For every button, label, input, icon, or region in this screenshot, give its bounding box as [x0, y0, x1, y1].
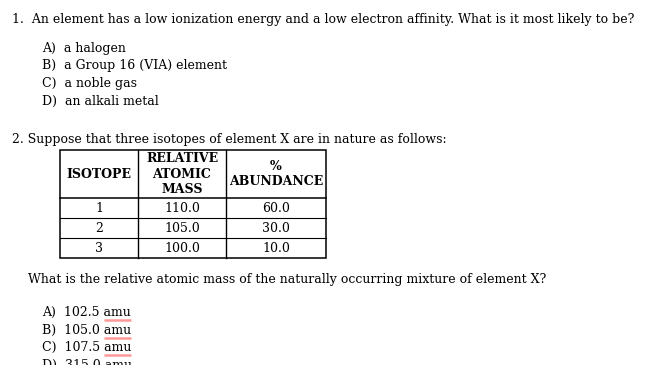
- Text: %
ABUNDANCE: % ABUNDANCE: [229, 160, 323, 188]
- Text: 1.  An element has a low ionization energy and a low electron affinity. What is : 1. An element has a low ionization energ…: [12, 13, 634, 26]
- Text: A)  a halogen: A) a halogen: [42, 42, 126, 55]
- Text: 30.0: 30.0: [262, 222, 290, 234]
- Text: 3: 3: [95, 242, 103, 254]
- Text: D)  an alkali metal: D) an alkali metal: [42, 95, 159, 108]
- Text: What is the relative atomic mass of the naturally occurring mixture of element X: What is the relative atomic mass of the …: [12, 273, 546, 286]
- Text: RELATIVE
ATOMIC
MASS: RELATIVE ATOMIC MASS: [146, 152, 218, 196]
- Text: 60.0: 60.0: [262, 201, 290, 215]
- Text: 1: 1: [95, 201, 103, 215]
- Text: 2. Suppose that three isotopes of element X are in nature as follows:: 2. Suppose that three isotopes of elemen…: [12, 133, 447, 146]
- Text: 110.0: 110.0: [164, 201, 200, 215]
- Text: B)  a Group 16 (VIA) element: B) a Group 16 (VIA) element: [42, 59, 227, 73]
- Text: 100.0: 100.0: [164, 242, 200, 254]
- Text: A)  102.5 amu: A) 102.5 amu: [42, 306, 131, 319]
- Text: B)  105.0 amu: B) 105.0 amu: [42, 323, 131, 337]
- Text: ISOTOPE: ISOTOPE: [66, 168, 132, 181]
- Text: C)  a noble gas: C) a noble gas: [42, 77, 137, 90]
- Bar: [60, 150, 326, 258]
- Text: 105.0: 105.0: [164, 222, 200, 234]
- Text: 2: 2: [95, 222, 103, 234]
- Text: D)  315.0 amu: D) 315.0 amu: [42, 358, 132, 365]
- Text: 10.0: 10.0: [262, 242, 290, 254]
- Text: C)  107.5 amu: C) 107.5 amu: [42, 341, 132, 354]
